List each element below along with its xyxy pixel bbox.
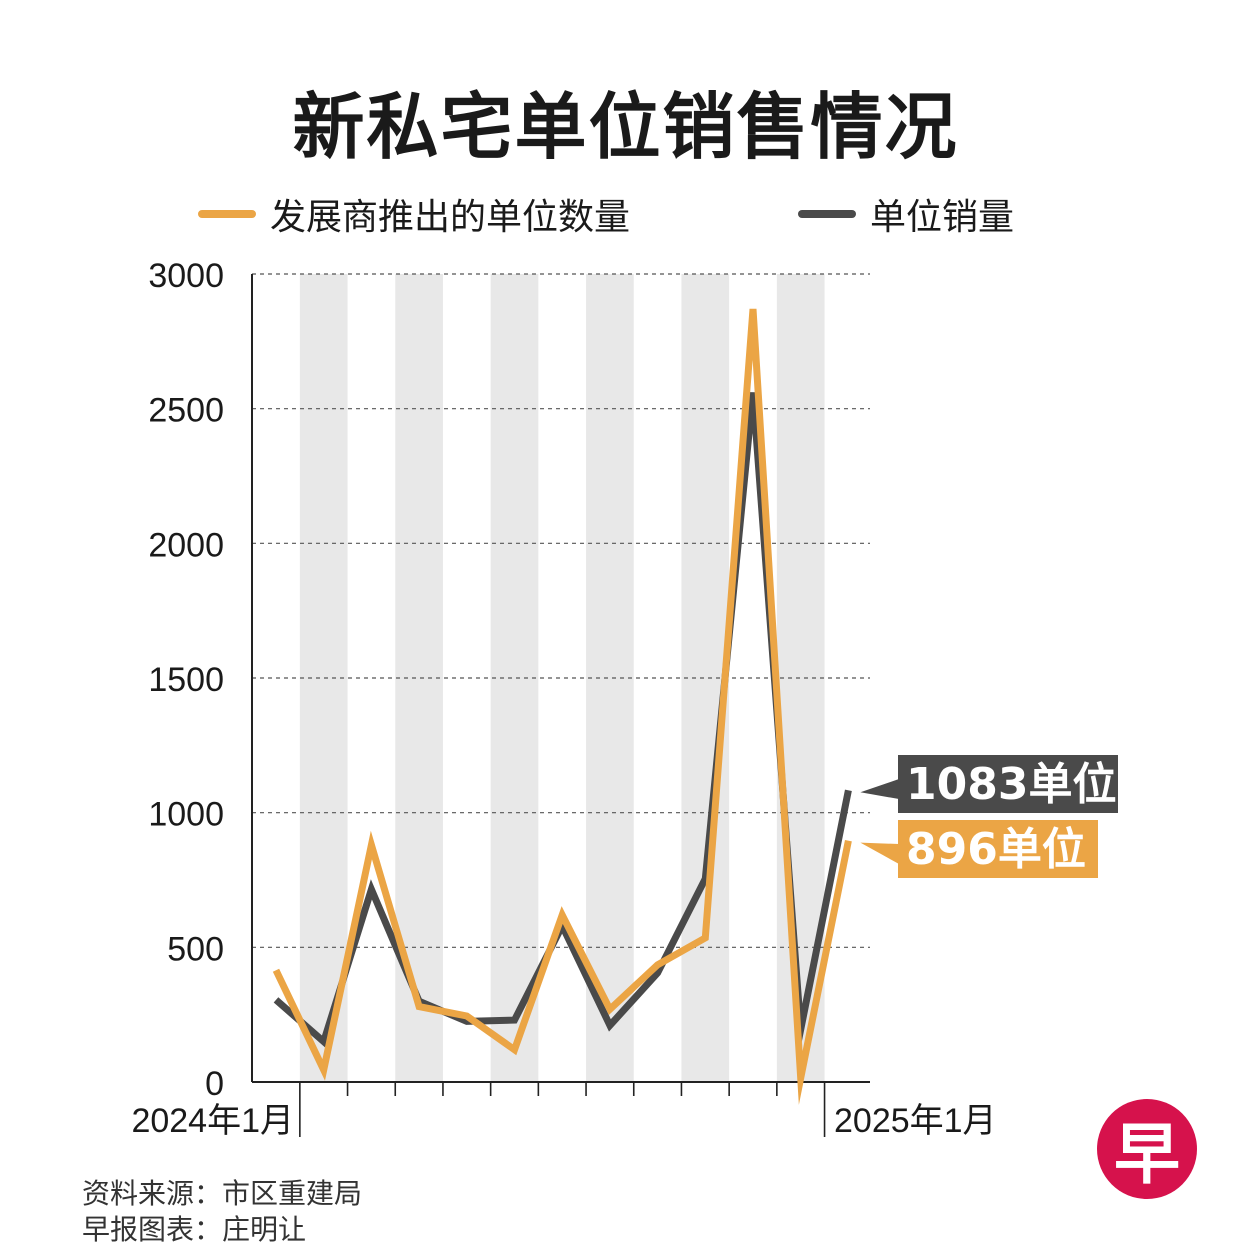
legend-swatch-launched xyxy=(198,210,256,218)
y-tick-label: 0 xyxy=(205,1065,224,1103)
end-label-launched: 896单位 xyxy=(860,820,1098,878)
x-start-label: 2024年1月 xyxy=(131,1102,294,1140)
chart-title: 新私宅单位销售情况 xyxy=(292,85,959,169)
legend-label-launched: 发展商推出的单位数量 xyxy=(270,197,631,238)
y-tick-label: 2000 xyxy=(148,526,224,564)
end-label-sold: 1083单位 xyxy=(860,755,1118,813)
y-tick-label: 2500 xyxy=(148,392,224,430)
end-label-sold-box xyxy=(898,755,1118,813)
end-label-launched-pointer xyxy=(860,842,899,864)
x-end-label: 2025年1月 xyxy=(834,1102,997,1140)
month-band xyxy=(299,274,348,1082)
end-label-sold-pointer xyxy=(860,779,899,799)
y-tick-label: 1500 xyxy=(148,661,224,699)
series-line-launched xyxy=(272,308,852,1105)
zaobao-logo: 早 xyxy=(1097,1099,1197,1199)
legend-swatch-sold xyxy=(798,210,856,218)
legend-item-sold: 单位销量 xyxy=(798,188,1014,240)
end-label-launched-text: 896单位 xyxy=(906,824,1086,875)
logo-text: 早 xyxy=(1114,1116,1180,1193)
y-tick-label: 3000 xyxy=(148,257,224,295)
legend-item-launched: 发展商推出的单位数量 xyxy=(198,188,630,240)
y-tick-label: 1000 xyxy=(148,796,224,834)
month-band xyxy=(586,274,634,1082)
month-band xyxy=(490,274,539,1082)
credit-note: 早报图表：庄明让 xyxy=(82,1213,307,1246)
end-label-launched-box xyxy=(898,820,1098,878)
source-note: 资料来源：市区重建局 xyxy=(82,1177,363,1210)
y-tick-label: 500 xyxy=(167,930,224,968)
legend-label-sold: 单位销量 xyxy=(870,197,1015,238)
end-label-sold-text: 1083单位 xyxy=(906,759,1116,810)
series-line-sold xyxy=(273,392,852,1056)
